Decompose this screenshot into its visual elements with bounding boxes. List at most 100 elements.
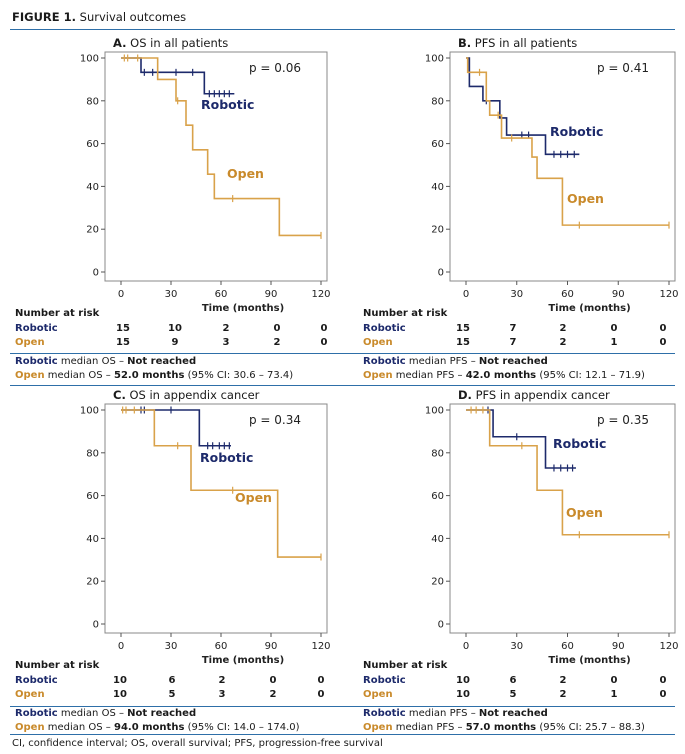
median-text: median PFS –	[405, 356, 479, 367]
median-value: 57.0 months	[465, 722, 537, 733]
x-tick-label: 30	[510, 641, 523, 652]
p-value: p = 0.41	[597, 61, 649, 75]
open-curve-label: Open	[567, 191, 604, 206]
x-axis-label: Time (months)	[548, 303, 630, 314]
robotic-curve-label: Robotic	[550, 124, 603, 139]
risk-value-robotic: 6	[509, 675, 517, 686]
median-robotic-line: Robotic median PFS – Not reached	[363, 356, 548, 367]
risk-value-open: 3	[218, 689, 226, 700]
panel-title: A. OS in all patients	[113, 36, 228, 50]
y-tick-label: 80	[86, 448, 99, 459]
footnote-rule	[10, 734, 675, 735]
median-group: Robotic	[15, 356, 58, 367]
y-tick-label: 40	[86, 182, 99, 193]
median-text: median PFS –	[392, 722, 466, 733]
median-text: median PFS –	[392, 370, 466, 381]
section-top-rule	[10, 353, 675, 354]
y-tick-label: 40	[431, 182, 444, 193]
x-tick-label: 30	[510, 289, 523, 300]
risk-value-robotic: 0	[659, 675, 667, 686]
risk-row-label-open: Open	[15, 689, 45, 700]
panel-title: D. PFS in appendix cancer	[458, 388, 610, 402]
risk-value-open: 3	[222, 337, 230, 348]
section-bottom-rule	[10, 385, 675, 386]
risk-value-robotic: 0	[320, 323, 328, 334]
y-tick-label: 20	[431, 577, 444, 588]
median-ci: (95% CI: 30.6 – 73.4)	[184, 370, 294, 381]
number-at-risk-title: Number at risk	[15, 660, 100, 671]
risk-value-robotic: 10	[456, 675, 470, 686]
median-robotic-line: Robotic median PFS – Not reached	[363, 708, 548, 719]
footnote: CI, confidence interval; OS, overall sur…	[12, 738, 383, 749]
median-value: 94.0 months	[113, 722, 185, 733]
risk-value-robotic: 2	[559, 323, 567, 334]
robotic-survival-curve	[466, 57, 580, 156]
median-ci: (95% CI: 12.1 – 71.9)	[536, 370, 645, 381]
risk-value-robotic: 0	[659, 323, 667, 334]
robotic-curve-label: Robotic	[200, 450, 253, 465]
panel-title: C. OS in appendix cancer	[113, 388, 259, 402]
risk-value-robotic: 0	[610, 323, 618, 334]
y-tick-label: 0	[93, 268, 99, 279]
figure-title: FIGURE 1. Survival outcomes	[12, 10, 186, 24]
panel-letter: C.	[113, 388, 126, 402]
open-curve-label: Open	[566, 505, 603, 520]
risk-value-open: 15	[456, 337, 470, 348]
x-tick-label: 120	[311, 289, 330, 300]
risk-value-robotic: 15	[456, 323, 470, 334]
median-group: Open	[363, 722, 393, 733]
panel-title: B. PFS in all patients	[458, 36, 577, 50]
median-group: Robotic	[15, 708, 58, 719]
panel-title-text: OS in appendix cancer	[129, 388, 260, 402]
y-tick-label: 20	[86, 577, 99, 588]
y-tick-label: 0	[93, 620, 99, 631]
risk-value-robotic: 0	[269, 675, 277, 686]
risk-value-open: 10	[456, 689, 470, 700]
panel-title-text: PFS in all patients	[474, 36, 578, 50]
risk-value-open: 15	[116, 337, 130, 348]
median-robotic-line: Robotic median OS – Not reached	[15, 356, 196, 367]
median-value: Not reached	[478, 356, 548, 367]
risk-value-open: 2	[559, 689, 567, 700]
top-rule	[10, 29, 675, 30]
risk-row-label-open: Open	[363, 337, 393, 348]
risk-row-label-robotic: Robotic	[15, 323, 58, 334]
risk-value-robotic: 10	[113, 675, 127, 686]
x-tick-label: 90	[612, 641, 625, 652]
panel-letter: A.	[113, 36, 127, 50]
risk-row-label-robotic: Robotic	[363, 675, 406, 686]
median-text: median OS –	[44, 370, 114, 381]
open-survival-curve	[466, 409, 669, 536]
risk-value-robotic: 0	[610, 675, 618, 686]
risk-row-label-robotic: Robotic	[363, 323, 406, 334]
risk-value-open: 2	[273, 337, 281, 348]
y-tick-label: 100	[80, 406, 99, 417]
number-at-risk-title: Number at risk	[363, 308, 448, 319]
median-value: Not reached	[478, 708, 548, 719]
x-tick-label: 30	[165, 641, 178, 652]
km-chart: 0 20 40 60 80 100 0 30 60 90 120 Time (months) p = 0…	[80, 403, 331, 666]
number-at-risk-title: Number at risk	[15, 308, 100, 319]
median-ci: (95% CI: 25.7 – 88.3)	[536, 722, 645, 733]
figure-label: FIGURE 1.	[12, 10, 76, 24]
x-tick-label: 0	[463, 641, 469, 652]
x-tick-label: 30	[165, 289, 178, 300]
x-tick-label: 120	[311, 641, 330, 652]
x-axis-label: Time (months)	[548, 655, 630, 666]
median-ci: (95% CI: 14.0 – 174.0)	[184, 722, 300, 733]
y-tick-label: 20	[86, 225, 99, 236]
risk-row-label-open: Open	[363, 689, 393, 700]
median-text: median OS –	[57, 708, 128, 719]
risk-value-robotic: 0	[317, 675, 325, 686]
y-tick-label: 40	[431, 534, 444, 545]
y-tick-label: 80	[431, 448, 444, 459]
risk-value-robotic: 2	[218, 675, 226, 686]
p-value: p = 0.34	[249, 413, 301, 427]
x-tick-label: 120	[659, 289, 678, 300]
median-open-line: Open median PFS – 42.0 months (95% CI: 1…	[363, 370, 645, 381]
figure-title-text: Survival outcomes	[79, 10, 187, 24]
risk-value-open: 2	[559, 337, 567, 348]
risk-value-open: 5	[168, 689, 176, 700]
median-value: Not reached	[127, 708, 197, 719]
risk-value-robotic: 0	[273, 323, 281, 334]
